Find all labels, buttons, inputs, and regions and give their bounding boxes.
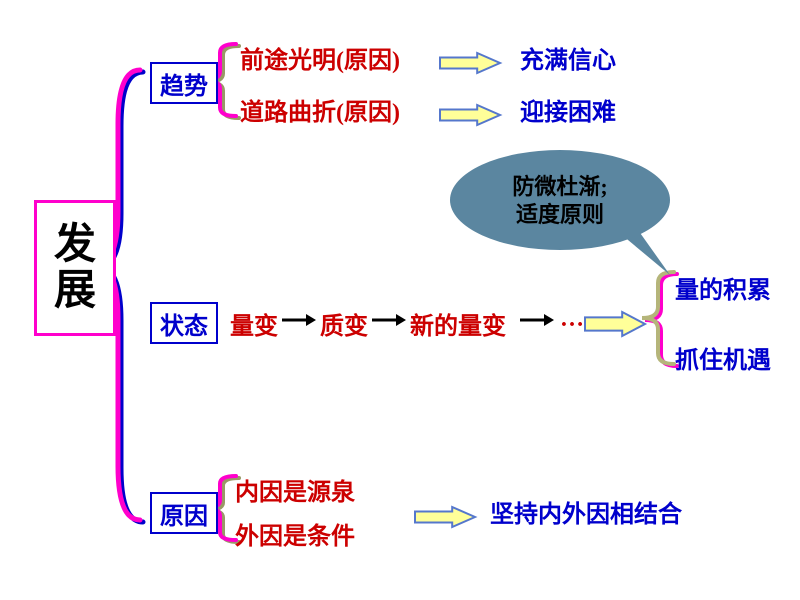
text-s4: … [560,306,584,333]
node-cause-label: 原因 [160,496,208,531]
root-label: 发展 [54,222,96,314]
text-r2: 抓住机遇 [675,340,771,375]
root-node: 发展 [34,200,116,336]
text-t3: 充满信心 [520,40,616,75]
diagram-stage: 防微杜渐;适度原则 发展 趋势 状态 原因 前途光明(原因) 道路曲折(原因) … [0,0,800,600]
node-state: 状态 [150,302,218,344]
node-trend: 趋势 [150,62,218,104]
svg-text:防微杜渐;: 防微杜渐; [512,174,607,199]
text-r1: 量的积累 [675,270,771,305]
text-s1: 量变 [230,306,278,341]
text-c3: 坚持内外因相结合 [490,494,682,529]
text-c1: 内因是源泉 [235,472,355,507]
node-state-label: 状态 [160,306,208,341]
text-t2: 道路曲折(原因) [240,92,400,127]
text-t1: 前途光明(原因) [240,40,400,75]
text-s2: 质变 [320,306,368,341]
text-s3: 新的量变 [410,306,506,341]
text-c2: 外因是条件 [235,516,355,551]
text-t4: 迎接困难 [520,92,616,127]
svg-text:适度原则: 适度原则 [516,202,604,227]
node-trend-label: 趋势 [160,66,208,101]
node-cause: 原因 [150,492,218,534]
